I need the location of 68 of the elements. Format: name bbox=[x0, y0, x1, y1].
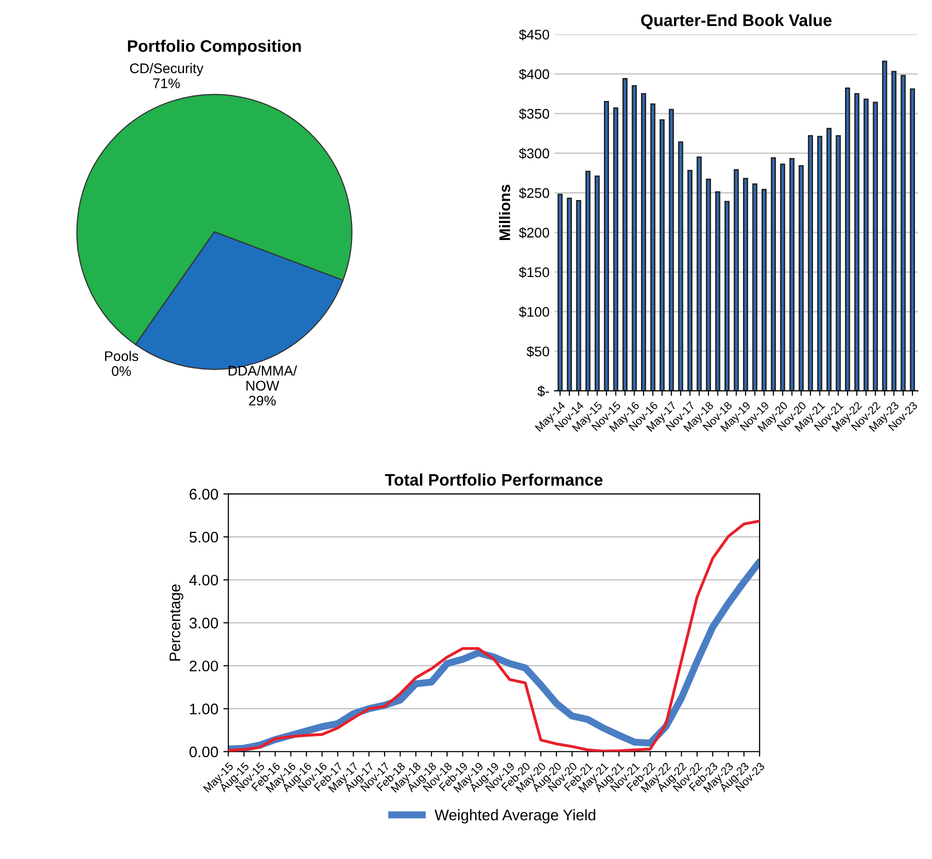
bar bbox=[845, 88, 850, 391]
y-tick-label: $300 bbox=[518, 148, 550, 160]
text: 0% bbox=[112, 366, 131, 376]
bar bbox=[836, 135, 841, 391]
y-tick-label: $- bbox=[537, 386, 550, 397]
y-tick-label: 6.00 bbox=[190, 488, 218, 500]
y-tick-label: $350 bbox=[518, 108, 550, 120]
y-tick-label: $100 bbox=[518, 306, 550, 318]
bar bbox=[854, 93, 860, 391]
bar bbox=[632, 85, 637, 391]
y-tick-label: 2.00 bbox=[190, 660, 218, 672]
bar bbox=[604, 101, 610, 391]
bar bbox=[817, 136, 822, 391]
y-tick-label: 5.00 bbox=[189, 532, 218, 543]
bar bbox=[696, 156, 702, 391]
bar bbox=[808, 135, 814, 391]
data-label: 71% bbox=[153, 78, 180, 88]
bar bbox=[566, 198, 572, 391]
y-tick-label: $200 bbox=[518, 227, 550, 238]
y-axis-title: Millions bbox=[498, 184, 510, 240]
bar bbox=[762, 188, 767, 391]
bar bbox=[752, 183, 758, 391]
bar bbox=[882, 60, 888, 391]
y-tick-label: $150 bbox=[518, 266, 550, 278]
bar bbox=[660, 119, 665, 391]
bar bbox=[558, 194, 563, 391]
y-tick-label: $50 bbox=[526, 346, 550, 358]
bar bbox=[910, 88, 916, 391]
bar bbox=[594, 175, 600, 391]
bar bbox=[668, 108, 674, 391]
y-tick-label: $400 bbox=[518, 68, 550, 80]
y-tick-label: 1.00 bbox=[190, 704, 218, 714]
bar bbox=[687, 170, 692, 391]
bar bbox=[826, 128, 832, 391]
bar bbox=[576, 200, 582, 391]
bar bbox=[706, 178, 712, 391]
bar bbox=[715, 191, 720, 391]
bar bbox=[743, 178, 748, 391]
bar bbox=[724, 200, 730, 391]
slice-label: CD/Security bbox=[130, 63, 204, 76]
y-tick-label: $250 bbox=[518, 188, 550, 199]
chart-title: Total Portfolio Performance bbox=[385, 474, 603, 486]
bar bbox=[900, 74, 906, 391]
bar bbox=[622, 78, 628, 391]
y-tick-label: 0.00 bbox=[189, 746, 218, 758]
slice-label: DDA/MMA/ NOW bbox=[228, 365, 298, 391]
chart-title: Portfolio Composition bbox=[128, 40, 301, 56]
bar bbox=[789, 158, 794, 391]
bar bbox=[770, 157, 776, 391]
chart-title: Quarter-End Book Value bbox=[641, 14, 832, 30]
y-tick-label: 3.00 bbox=[189, 618, 218, 628]
y-axis-title: Percentage bbox=[170, 584, 184, 661]
bar bbox=[613, 107, 618, 391]
bar bbox=[872, 102, 878, 391]
y-tick-label: 4.00 bbox=[189, 574, 218, 586]
bar bbox=[864, 98, 869, 391]
bar bbox=[678, 141, 684, 391]
data-label: 29% bbox=[249, 396, 276, 406]
bar bbox=[641, 93, 646, 391]
legend-label: Weighted Average Yield bbox=[434, 809, 596, 824]
bar bbox=[891, 70, 896, 391]
y-tick-label: $450 bbox=[518, 29, 550, 40]
bar bbox=[734, 169, 739, 391]
bar bbox=[780, 164, 786, 391]
bar bbox=[650, 103, 656, 391]
bar bbox=[585, 170, 590, 391]
bar bbox=[798, 165, 804, 391]
category-label: Pools bbox=[105, 350, 138, 362]
